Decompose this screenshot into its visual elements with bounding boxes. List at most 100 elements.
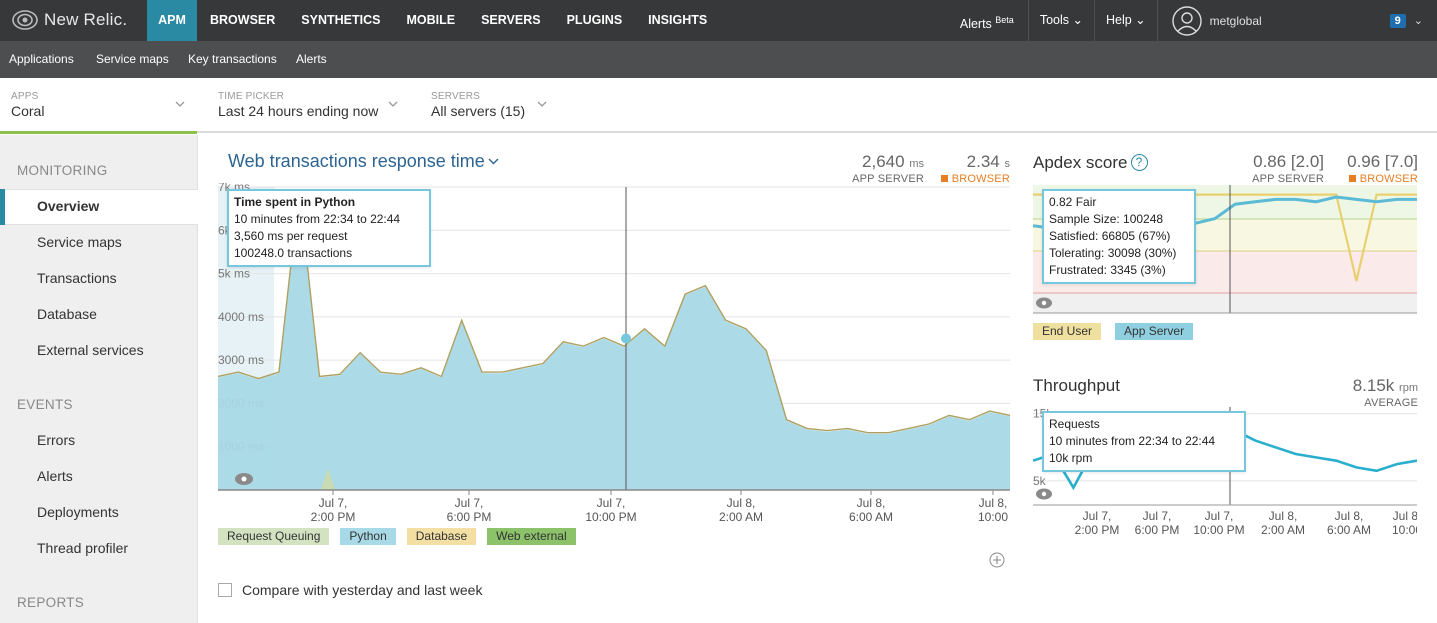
x-tick-label: 10:00: [978, 510, 1008, 523]
database-line: [218, 190, 1010, 434]
x-tick-label: 2:00 PM: [1075, 523, 1120, 537]
new-relic-logo[interactable]: New Relic.: [12, 8, 127, 32]
compare-toggle[interactable]: Compare with yesterday and last week: [218, 582, 482, 598]
time-picker[interactable]: TIME PICKER Last 24 hours ending now: [218, 91, 402, 119]
app-server-value: 2,640: [862, 152, 905, 171]
sidebar-item-overview[interactable]: Overview: [37, 198, 100, 214]
product-nav: APM BROWSER SYNTHETICS MOBILE SERVERS PL…: [147, 0, 720, 41]
tooltip-line: Sample Size: 100248: [1049, 212, 1164, 226]
subnav-key-transactions[interactable]: Key transactions: [188, 52, 277, 66]
help-menu[interactable]: Help ⌄: [1095, 0, 1157, 41]
apdex-title-row: Apdex score?: [1033, 153, 1148, 173]
apdex-browser-value: 0.96 [7.0]: [1347, 152, 1418, 171]
throughput-value: 8.15k: [1352, 376, 1395, 395]
apdex-app-server-label: APP SERVER: [1252, 173, 1324, 185]
servers-value: All servers (15): [431, 103, 526, 119]
legend-request-queuing[interactable]: Request Queuing: [218, 528, 330, 545]
nav-plugins[interactable]: PLUGINS: [566, 13, 623, 27]
sidebar-item-errors[interactable]: Errors: [37, 432, 76, 448]
x-tick-label: 10:00 PM: [1193, 523, 1244, 537]
chevron-down-icon: [388, 101, 398, 107]
sidebar-item-external-services[interactable]: External services: [37, 342, 144, 358]
divider: [1027, 0, 1029, 41]
time-picker-value: Last 24 hours ending now: [218, 103, 379, 119]
brand-name: New Relic.: [44, 10, 128, 29]
help-icon[interactable]: ?: [1130, 154, 1148, 171]
active-item-background: [0, 189, 198, 225]
apdex-tooltip: 0.82 Fair Sample Size: 100248 Satisfied:…: [1042, 189, 1196, 284]
chevron-down-icon[interactable]: [488, 156, 499, 166]
y-tick-label: 7k ms: [218, 183, 250, 194]
notification-badge[interactable]: 9: [1389, 13, 1406, 28]
subnav-service-maps[interactable]: Service maps: [96, 52, 169, 66]
user-name[interactable]: metglobal: [1209, 13, 1262, 28]
x-tick-label: Jul 7,: [1205, 509, 1234, 523]
servers-selector[interactable]: SERVERS All servers (15): [431, 91, 551, 119]
alerts-link[interactable]: Alerts Beta: [949, 0, 1028, 41]
nav-browser[interactable]: BROWSER: [210, 13, 276, 27]
subnav-alerts[interactable]: Alerts: [296, 52, 327, 66]
compare-checkbox[interactable]: [218, 583, 232, 597]
nav-insights[interactable]: INSIGHTS: [648, 13, 708, 27]
sidebar-item-service-maps[interactable]: Service maps: [37, 234, 122, 250]
tools-label: Tools: [1039, 13, 1069, 27]
apps-value: Coral: [11, 103, 45, 119]
monitoring-header: MONITORING: [17, 163, 108, 178]
top-right-menu: Alerts Beta Tools ⌄ Help ⌄ metglobal 9 ⌄: [949, 0, 1437, 41]
servers-label: SERVERS: [431, 91, 481, 102]
throughput-tooltip: Requests 10 minutes from 22:34 to 22:44 …: [1042, 411, 1246, 472]
x-tick-label: 6:00 AM: [849, 510, 893, 523]
sidebar-item-alerts[interactable]: Alerts: [37, 468, 73, 484]
legend-database[interactable]: Database: [406, 528, 477, 545]
user-avatar-icon[interactable]: [1171, 5, 1202, 36]
nav-servers[interactable]: SERVERS: [481, 13, 541, 27]
app-server-unit: ms: [909, 158, 924, 170]
help-label: Help: [1105, 13, 1132, 27]
chevron-down-icon: [175, 101, 185, 107]
legend-end-user[interactable]: End User: [1033, 323, 1102, 340]
tooltip-line: Tolerating: 30098 (30%): [1049, 246, 1177, 260]
subnav-applications[interactable]: Applications: [9, 52, 74, 66]
add-chart-icon[interactable]: [989, 552, 1005, 568]
sidebar-item-thread-profiler[interactable]: Thread profiler: [37, 540, 129, 556]
events-header: EVENTS: [17, 397, 73, 412]
x-tick-label: 2:00 PM: [311, 510, 356, 523]
main-content: Web transactions response time 2,640 ms …: [198, 135, 1437, 623]
cursor-point: [621, 333, 631, 344]
tooltip-title: Time spent in Python: [234, 195, 356, 209]
chart-title-dropdown[interactable]: Web transactions response time: [228, 151, 485, 171]
browser-value: 2.34: [966, 152, 1000, 171]
apps-label: APPS: [11, 91, 39, 102]
x-tick-label: Jul 8,: [979, 496, 1008, 510]
y-tick-label: 5k: [1033, 474, 1047, 488]
apdex-browser-label: BROWSER: [1359, 173, 1418, 185]
legend-python[interactable]: Python: [340, 528, 396, 545]
eye-icon-pupil: [241, 476, 247, 482]
sub-nav-bar: Applications Service maps Key transactio…: [0, 41, 1437, 78]
sidebar-item-database[interactable]: Database: [37, 306, 97, 322]
x-tick-label: 10:00: [1392, 523, 1417, 537]
request-queuing-spike: [321, 468, 335, 490]
apps-selector[interactable]: APPS Coral: [11, 91, 187, 119]
tooltip-line: 3,560 ms per request: [234, 229, 348, 243]
sidebar-item-deployments[interactable]: Deployments: [37, 504, 119, 520]
x-tick-label: 10:00 PM: [585, 510, 636, 523]
x-tick-label: Jul 7,: [455, 496, 484, 510]
tools-menu[interactable]: Tools ⌄: [1029, 0, 1094, 41]
apdex-app-server-value: 0.86 [2.0]: [1253, 152, 1324, 171]
nav-apm[interactable]: APM: [147, 0, 197, 41]
nav-mobile[interactable]: MOBILE: [406, 13, 456, 27]
time-picker-label: TIME PICKER: [218, 91, 285, 102]
sidebar-item-transactions[interactable]: Transactions: [37, 270, 117, 286]
chevron-down-icon: ⌄: [1072, 13, 1083, 27]
legend-web-external[interactable]: Web external: [487, 528, 576, 545]
tooltip-title: Requests: [1049, 417, 1100, 431]
tooltip-line: 10 minutes from 22:34 to 22:44: [234, 212, 401, 226]
eye-icon-pupil: [1041, 491, 1047, 497]
chevron-down-icon[interactable]: ⌄: [1413, 15, 1423, 27]
legend-app-server[interactable]: App Server: [1115, 323, 1194, 340]
nav-synthetics[interactable]: SYNTHETICS: [301, 13, 381, 27]
chevron-down-icon: [537, 101, 547, 107]
divider: [1093, 0, 1095, 41]
x-tick-label: 6:00 PM: [1135, 523, 1180, 537]
